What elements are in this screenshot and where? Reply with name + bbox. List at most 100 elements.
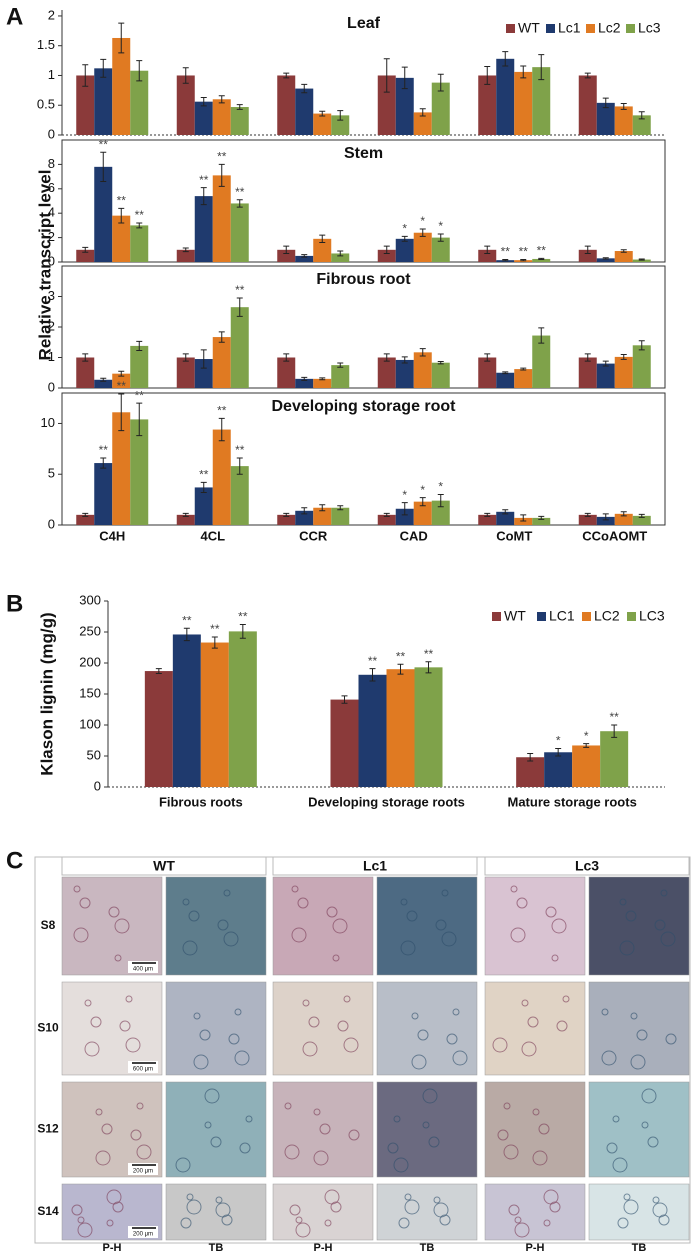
error-bar [341,695,348,704]
bar [230,466,249,525]
bar [395,77,414,135]
error-bar [236,457,243,475]
micrograph-texture [295,1222,311,1238]
micrograph-texture [313,1150,329,1166]
micrograph-texture [297,897,309,909]
micrograph-image [484,1183,586,1241]
error-bar [136,402,143,437]
bar [94,379,113,388]
bar [478,357,497,388]
bar [277,357,296,388]
micrograph-texture [636,1029,648,1041]
micrograph-texture [136,1144,152,1160]
error-bar [419,348,426,357]
micrograph-texture [510,885,518,893]
x-tick-label: Mature storage roots [508,794,637,809]
significance-label: ** [99,443,109,457]
micrograph-image [272,1081,374,1178]
micrograph-texture [393,1157,409,1173]
micrograph-texture [199,1029,211,1041]
bar [112,215,131,262]
bar [330,699,359,787]
x-tick-label: CCoAOMT [582,528,647,543]
micrograph-texture [308,1016,320,1028]
error-bar [520,259,527,262]
x-tick-label: 4CL [200,528,225,543]
error-bar [301,83,308,94]
micrograph-texture [532,1150,548,1166]
error-bar [620,102,627,110]
row-label: S8 [41,918,56,932]
bar [112,37,131,135]
error-bar [401,66,408,90]
bar [431,362,450,388]
micrograph-texture [601,1050,617,1066]
y-axis-label: Klason lignin (mg/g) [37,612,56,775]
micrograph-texture [73,927,89,943]
significance-label: ** [217,404,227,418]
y-tick-label: 2 [48,7,55,22]
micrograph-texture [217,919,229,931]
bar [377,514,396,525]
significance-label: ** [135,388,145,402]
error-bar [502,509,509,515]
bar [228,631,257,787]
micrograph-image [272,981,374,1076]
y-tick-label: 0 [48,126,55,141]
bar [532,67,551,135]
micrograph-texture [527,1016,539,1028]
bar [386,669,415,787]
micrograph-texture [125,1037,141,1053]
error-bar [337,110,344,121]
micrograph-texture [234,1008,242,1016]
bar [614,513,633,525]
error-bar [419,497,426,507]
x-tick-label: C4H [99,528,125,543]
micrograph-texture [612,1115,620,1123]
micrograph-image [165,1081,267,1178]
micrograph-texture [400,898,408,906]
micrograph-texture [193,1054,209,1070]
micrograph-texture [295,1216,303,1224]
error-bar [437,360,444,365]
bar [230,107,249,135]
micrograph-texture [630,1054,646,1070]
y-tick-label: 8 [48,156,55,171]
bar [478,75,497,135]
micrograph-texture [291,885,299,893]
micrograph-texture [441,931,457,947]
bar [295,88,314,135]
micrograph-image [376,981,478,1076]
micrograph-texture [551,954,559,962]
error-bar [283,245,290,254]
micrograph-texture [108,906,120,918]
micrograph-texture [204,1088,220,1104]
error-bar [136,60,143,82]
bar [94,166,113,262]
error-bar [236,297,243,317]
error-bar [218,331,225,343]
micrograph-texture [188,910,200,922]
error-bar [401,502,408,516]
x-tick-label: CCR [299,528,328,543]
micrograph-texture [114,918,130,934]
bar [331,365,350,388]
bar [614,251,633,262]
micrograph-image [588,1183,690,1241]
micrograph-texture [84,999,92,1007]
bar [200,642,229,787]
scale-bar-label: 400 μm [133,967,153,973]
micrograph-texture [319,1123,331,1135]
error-bar [538,54,545,81]
micrograph-texture [625,910,637,922]
stain-label: TB [209,1242,224,1254]
legend-label: Lc2 [598,20,621,36]
significance-label: ** [235,185,245,199]
micrograph-texture [641,1088,657,1104]
error-bar [502,259,509,262]
significance-label: * [438,480,443,494]
bar [632,345,651,388]
micrograph-texture [73,885,81,893]
micrograph-texture [417,1029,429,1041]
micrograph-texture [204,1121,212,1129]
